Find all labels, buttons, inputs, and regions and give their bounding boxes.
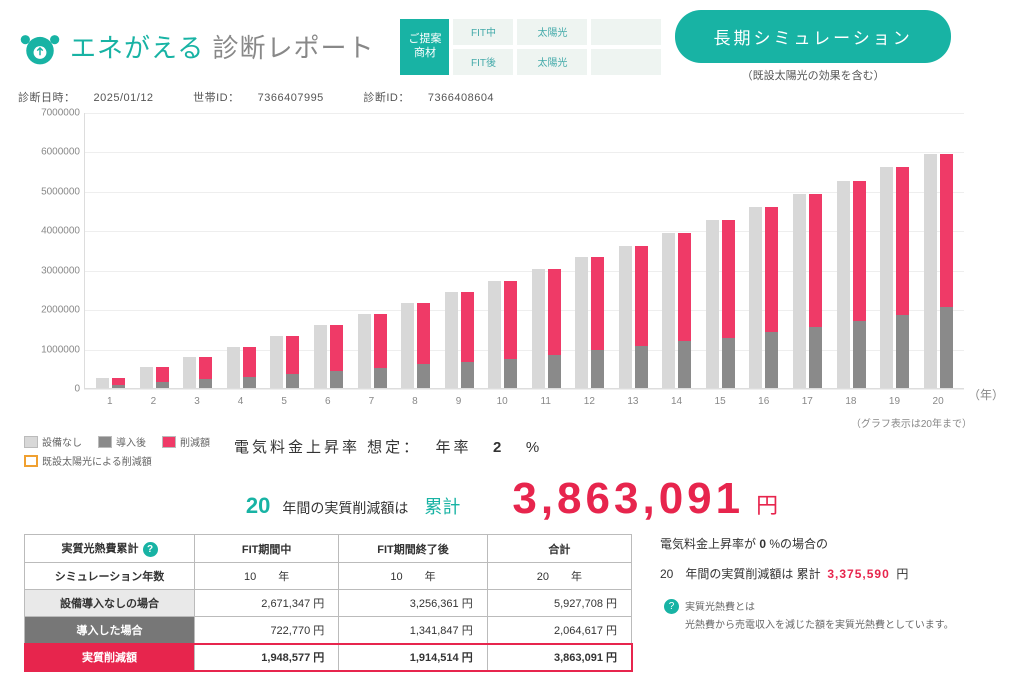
bar-group xyxy=(136,367,172,388)
simulation-badge: 長期シミュレーション xyxy=(675,10,950,63)
bar-group xyxy=(833,181,869,388)
bar-group xyxy=(659,233,695,388)
x-tick: 3 xyxy=(179,396,215,407)
x-tick: 2 xyxy=(135,396,171,407)
price-increase-assumption: 電気料金上昇率 想定： 年率 2 % xyxy=(234,436,542,457)
x-tick: 13 xyxy=(615,396,651,407)
x-tick: 1 xyxy=(92,396,128,407)
x-tick: 18 xyxy=(833,396,869,407)
x-tick: 9 xyxy=(441,396,477,407)
x-tick: 10 xyxy=(484,396,520,407)
bar-group xyxy=(877,167,913,388)
x-tick: 16 xyxy=(746,396,782,407)
x-tick: 7 xyxy=(353,396,389,407)
x-tick: 20 xyxy=(920,396,956,407)
x-tick: 4 xyxy=(223,396,259,407)
help-icon[interactable]: ? xyxy=(664,599,679,614)
y-tick: 0 xyxy=(74,384,80,395)
bar-group xyxy=(354,314,390,388)
bar-group xyxy=(920,154,956,388)
x-tick: 19 xyxy=(876,396,912,407)
bar-group xyxy=(485,281,521,388)
proposal-cell: 太陽光 xyxy=(517,49,587,75)
simulation-subnote: （既設太陽光の効果を含む） xyxy=(742,67,885,83)
y-tick: 5000000 xyxy=(41,186,80,197)
proposal-cell xyxy=(591,49,661,75)
y-tick: 6000000 xyxy=(41,147,80,158)
bar-group xyxy=(702,220,738,388)
proposal-cell: FIT中 xyxy=(453,19,513,45)
help-icon[interactable]: ? xyxy=(143,542,158,557)
brand-title: エネがえる 診断レポート xyxy=(70,28,374,65)
y-tick: 1000000 xyxy=(41,344,80,355)
y-tick: 7000000 xyxy=(41,108,80,119)
zero-increase-note: 電気料金上昇率が 0 %の場合の 20 年間の実質削減額は 累計 3,375,5… xyxy=(660,534,1000,671)
x-tick: 12 xyxy=(571,396,607,407)
cumulative-cost-chart: 0 1000000 2000000 3000000 4000000 5000000 6000… xyxy=(24,113,1000,413)
bar-group xyxy=(223,347,259,388)
bar-group xyxy=(746,207,782,388)
headline-savings: 20 年間の実質削減額は 累計 3,863,091 円 xyxy=(24,474,1000,524)
bar-group xyxy=(398,303,434,388)
bar-group xyxy=(180,357,216,388)
x-tick: 5 xyxy=(266,396,302,407)
x-tick: 8 xyxy=(397,396,433,407)
bar-group xyxy=(441,292,477,388)
meta-row: 診断日時：2025/01/12 世帯ID：7366407995 診断ID：736… xyxy=(0,87,1024,113)
cost-summary-table: 実質光熱費累計? FIT期間中 FIT期間終了後 合計 シミュレーション年数 1… xyxy=(24,534,632,671)
proposal-cell xyxy=(591,19,661,45)
x-tick: 11 xyxy=(528,396,564,407)
bar-group xyxy=(572,257,608,388)
y-tick: 3000000 xyxy=(41,265,80,276)
x-tick: 17 xyxy=(789,396,825,407)
proposal-cell: FIT後 xyxy=(453,49,513,75)
proposal-cell: 太陽光 xyxy=(517,19,587,45)
x-tick: 14 xyxy=(659,396,695,407)
x-tick: 6 xyxy=(310,396,346,407)
bar-group xyxy=(790,194,826,388)
x-axis-unit: （年） xyxy=(968,386,1004,403)
chart-footnote: （グラフ表示は20年まで） xyxy=(0,415,972,430)
bar-group xyxy=(615,246,651,388)
chart-legend: 設備なし 導入後 削減額 既設太陽光による削減額 xyxy=(24,434,210,472)
y-tick: 4000000 xyxy=(41,226,80,237)
bar-group xyxy=(267,336,303,388)
x-tick: 15 xyxy=(702,396,738,407)
bar-group xyxy=(93,378,129,388)
proposal-box: ご提案 商材 FIT中 太陽光 FIT後 太陽光 xyxy=(400,19,661,75)
bar-group xyxy=(528,269,564,388)
bar-group xyxy=(311,325,347,388)
y-tick: 2000000 xyxy=(41,305,80,316)
brand-logo-icon xyxy=(18,25,62,69)
